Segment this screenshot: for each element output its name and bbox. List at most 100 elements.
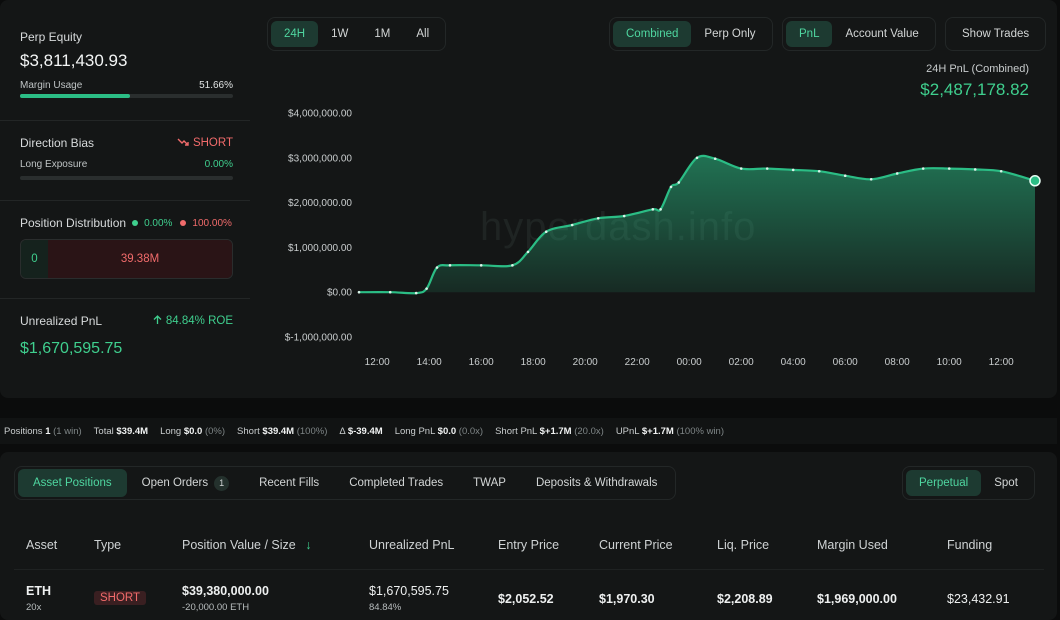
column-header-type[interactable]: Type [94, 538, 122, 552]
margin-usage-bar [20, 94, 233, 98]
market-button-spot[interactable]: Spot [994, 477, 1018, 489]
mode-button-perp-only[interactable]: Perp Only [704, 28, 756, 40]
data-point [947, 167, 951, 170]
x-tick-label: 12:00 [365, 357, 390, 368]
stat-delta: Δ $-39.4M [339, 425, 383, 437]
position-size: -20,000.00 ETH [182, 602, 250, 613]
current-price-cell: $1,970.30 [599, 592, 655, 606]
positions-tabs: Asset Positions Open Orders 1 Recent Fil… [14, 466, 677, 500]
data-point [596, 216, 600, 220]
tab-deposits-withdrawals[interactable]: Deposits & Withdrawals [535, 477, 658, 489]
x-tick-label: 14:00 [417, 357, 442, 368]
x-tick-label: 06:00 [833, 357, 858, 368]
column-header-liq-price[interactable]: Liq. Price [717, 538, 770, 552]
position-distribution-label: Position Distribution [20, 216, 127, 230]
long-amount: 0 [21, 240, 48, 278]
y-tick-label: $4,000,000.00 [288, 109, 352, 120]
column-header-funding[interactable]: Funding [947, 538, 993, 552]
long-exposure-bar [20, 176, 233, 180]
arrow-up-icon [153, 314, 162, 328]
tab-completed-trades[interactable]: Completed Trades [349, 477, 444, 489]
metric-button-pnl[interactable]: PnL [786, 21, 833, 47]
perp-equity-section: Perp Equity $3,811,430.93 Margin Usage 5… [20, 30, 233, 98]
tab-open-orders[interactable]: Open Orders 1 [127, 469, 244, 497]
direction-bias-badge: SHORT [177, 137, 233, 150]
market-button-perpetual[interactable]: Perpetual [906, 470, 982, 496]
y-tick-label: $1,000,000.00 [288, 243, 352, 254]
divider [0, 298, 250, 299]
y-tick-label: $-1,000,000.00 [285, 333, 353, 344]
table-header-divider [14, 569, 1044, 570]
unrealized-pnl-percent: 84.84% [369, 602, 402, 613]
current-value-marker[interactable] [1029, 175, 1041, 187]
column-header-position-value-label: Position Value / Size [182, 538, 296, 552]
column-header-margin-used[interactable]: Margin Used [817, 538, 888, 552]
pnl-chart[interactable]: $4,000,000.00 $3,000,000.00 $2,000,000.00 $… [265, 100, 1055, 380]
data-point [895, 172, 899, 175]
tab-open-orders-label: Open Orders [141, 477, 209, 489]
long-dot-icon [132, 220, 139, 226]
x-tick-label: 04:00 [781, 357, 806, 368]
column-header-unrealized-pnl[interactable]: Unrealized PnL [369, 538, 455, 552]
x-tick-label: 10:00 [937, 357, 962, 368]
tab-recent-fills[interactable]: Recent Fills [259, 477, 320, 489]
data-point [651, 208, 655, 211]
pnl-area [359, 155, 1035, 294]
column-header-entry-price[interactable]: Entry Price [498, 538, 560, 552]
liq-price-cell: $2,208.89 [717, 592, 773, 606]
data-point [388, 290, 392, 294]
roe-value: 84.84% ROE [165, 315, 233, 327]
data-point [414, 291, 418, 295]
mode-button-combined[interactable]: Combined [613, 21, 692, 47]
position-value: $39,380,000.00 [182, 584, 269, 598]
data-point [921, 167, 925, 170]
margin-used-cell: $1,969,000.00 [817, 592, 897, 606]
range-button-1m[interactable]: 1M [374, 28, 391, 40]
y-tick-label: $2,000,000.00 [288, 198, 352, 209]
funding-cell: $23,432.91 [947, 592, 1010, 606]
mode-toggle: Combined Perp Only [609, 17, 773, 51]
data-point [669, 185, 673, 189]
direction-bias-value: SHORT [192, 137, 233, 149]
show-trades-group: Show Trades [945, 17, 1047, 51]
data-point [973, 168, 977, 171]
column-header-position-value[interactable]: Position Value / Size ↓ [182, 538, 311, 552]
range-button-1w[interactable]: 1W [331, 28, 349, 40]
positions-stats-bar: Positions 1 (1 win) Total $39.4M Long $0… [0, 418, 1057, 444]
data-point [817, 169, 821, 173]
show-trades-button[interactable]: Show Trades [962, 28, 1030, 40]
x-tick-label: 02:00 [729, 357, 754, 368]
stat-short-pnl: Short PnL $+1.7M (20.0x) [495, 425, 604, 437]
market-toggle: Perpetual Spot [902, 466, 1035, 500]
tab-asset-positions[interactable]: Asset Positions [18, 469, 127, 497]
unrealized-pnl-cell: $1,670,595.75 [369, 584, 449, 598]
data-point [659, 208, 662, 211]
time-range-selector: 24H 1W 1M All [267, 17, 447, 51]
stat-long-pnl: Long PnL $0.0 (0.0x) [394, 425, 484, 437]
long-exposure-value: 0.00% [204, 159, 233, 170]
column-header-current-price[interactable]: Current Price [599, 538, 673, 552]
perp-equity-value: $3,811,430.93 [20, 51, 128, 70]
entry-price-cell: $2,052.52 [498, 592, 554, 606]
stat-upnl: UPnL $+1.7M (100% win) [615, 425, 724, 437]
data-point [357, 290, 361, 294]
data-point [713, 157, 717, 160]
unrealized-pnl-section: Unrealized PnL 84.84% ROE $1,670,595.75 [20, 314, 233, 358]
divider [0, 200, 250, 201]
stat-short: Short $39.4M (100%) [237, 425, 328, 437]
margin-usage-value: 51.66% [199, 80, 233, 91]
data-point [695, 156, 699, 160]
data-point [843, 174, 847, 178]
metric-toggle: PnL Account Value [782, 17, 936, 51]
range-button-all[interactable]: All [416, 28, 430, 40]
margin-usage-label: Margin Usage [20, 80, 83, 91]
account-summary-panel: Perp Equity $3,811,430.93 Margin Usage 5… [0, 0, 250, 398]
metric-button-account-value[interactable]: Account Value [845, 28, 919, 40]
data-point [999, 169, 1003, 173]
data-point [435, 266, 439, 269]
tab-twap[interactable]: TWAP [473, 477, 506, 489]
range-button-24h[interactable]: 24H [271, 21, 319, 47]
unrealized-pnl-label: Unrealized PnL [20, 314, 103, 328]
column-header-asset[interactable]: Asset [26, 538, 58, 552]
sort-down-icon: ↓ [305, 538, 312, 552]
